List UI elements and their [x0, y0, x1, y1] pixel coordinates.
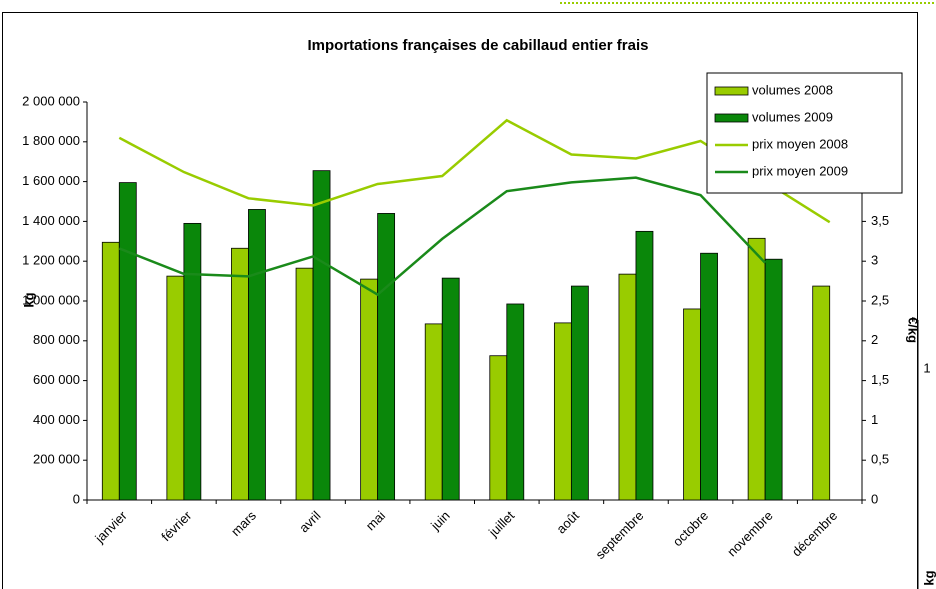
bar — [101, 241, 120, 501]
y-tick-label: 600 000 — [33, 372, 80, 387]
x-tick-label: décembre — [789, 508, 840, 559]
bar — [118, 182, 137, 501]
bar — [812, 285, 831, 501]
legend-swatch — [714, 86, 749, 96]
legend-swatch — [714, 113, 749, 123]
bar — [248, 209, 266, 501]
bar — [570, 285, 589, 501]
y2-tick-label: 0 — [871, 491, 878, 506]
bar — [635, 230, 654, 501]
bar — [377, 213, 396, 501]
x-tick-label: février — [158, 507, 195, 544]
x-tick-label: novembre — [724, 508, 775, 559]
y-tick-label: 0 — [73, 491, 80, 506]
fragment-text: kg — [921, 570, 936, 585]
bar — [747, 237, 766, 501]
bar — [764, 258, 783, 501]
bar — [683, 308, 701, 501]
y-tick-label: 2 000 000 — [22, 93, 80, 108]
y-tick-label: 1 000 000 — [22, 292, 80, 307]
y-tick-label: 1 800 000 — [22, 133, 80, 148]
y-tick-label: 800 000 — [33, 332, 80, 347]
x-tick-label: janvier — [91, 507, 130, 546]
y2-tick-label: 2,5 — [871, 292, 889, 307]
legend-label: volumes 2008 — [752, 82, 833, 97]
y2-tick-label: 3 — [871, 253, 878, 268]
bar — [166, 275, 185, 501]
legend-label: volumes 2009 — [752, 109, 833, 124]
x-tick-label: septembre — [592, 508, 646, 562]
y-tick-label: 200 000 — [33, 452, 80, 467]
x-tick-label: juin — [427, 508, 453, 534]
chart-title: Importations françaises de cabillaud ent… — [308, 37, 649, 54]
bar — [489, 355, 508, 501]
bar — [553, 322, 572, 501]
y-tick-label: 1 200 000 — [22, 253, 80, 268]
bar — [183, 222, 202, 501]
bar — [360, 278, 379, 501]
bar — [424, 323, 443, 501]
y2-tick-label: 2 — [871, 332, 878, 347]
line — [118, 176, 767, 297]
y-tick-label: 400 000 — [33, 412, 80, 427]
bar — [312, 170, 331, 501]
x-tick-label: avril — [296, 508, 324, 536]
y-tick-label: 1 400 000 — [22, 213, 80, 228]
fragment-text: 1 — [923, 360, 930, 375]
bar — [506, 303, 525, 501]
y2-tick-label: 1 — [871, 412, 878, 427]
y-tick-label: 1 600 000 — [22, 173, 80, 188]
y-axis-label: kg — [21, 292, 36, 307]
y2-tick-label: 1,5 — [871, 372, 889, 387]
x-tick-label: mars — [228, 508, 259, 539]
legend-label: prix moyen 2009 — [752, 163, 848, 178]
x-tick-label: août — [553, 508, 582, 537]
bar — [441, 277, 460, 501]
bar — [231, 247, 249, 501]
y2-tick-label: 3,5 — [871, 213, 889, 228]
x-tick-label: octobre — [670, 508, 711, 549]
y2-axis-label: €/kg — [906, 317, 921, 343]
x-tick-label: mai — [363, 508, 388, 533]
chart-frame — [2, 12, 918, 589]
bar — [618, 273, 637, 501]
x-tick-label: juillet — [485, 508, 518, 541]
legend-label: prix moyen 2008 — [752, 136, 848, 151]
bar — [700, 252, 718, 501]
y2-tick-label: 0,5 — [871, 452, 889, 467]
bar — [295, 267, 314, 501]
